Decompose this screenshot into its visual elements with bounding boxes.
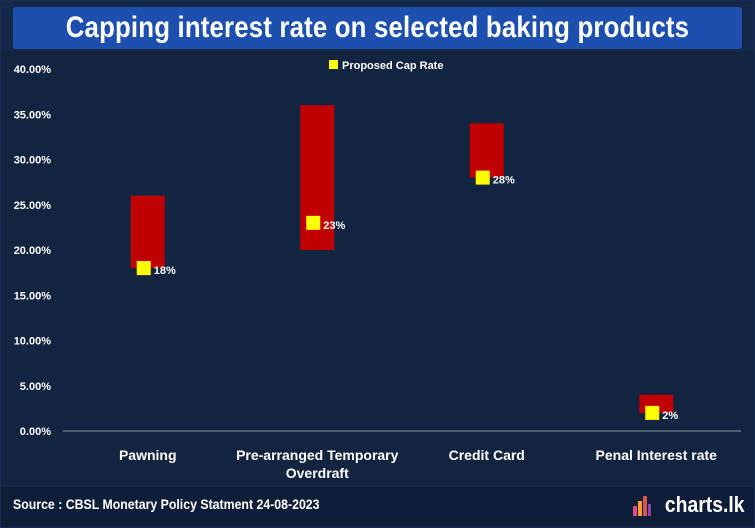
data-label: 2%	[662, 410, 678, 422]
y-tick-label: 25.00%	[14, 200, 52, 212]
x-tick-label: Pawning	[119, 447, 177, 463]
y-axis-ticks: 0.00% 5.00% 10.00% 15.00% 20.00% 25.00% 30.00%…	[14, 64, 52, 438]
x-tick-label: Pre-arranged Temporary Overdraft	[236, 447, 399, 481]
chart-svg: 0.00% 5.00% 10.00% 15.00% 20.00% 25.00% 30.00%…	[14, 60, 741, 481]
cap-marker	[645, 405, 660, 420]
x-axis-labels: Pawning Pre-arranged Temporary Overdraft Cr…	[119, 447, 717, 481]
legend-swatch	[329, 60, 338, 69]
legend-label: Proposed Cap Rate	[342, 60, 443, 72]
y-tick-label: 0.00%	[20, 426, 51, 438]
cap-markers: 18% 23% 28% 2%	[136, 170, 678, 422]
title-bar: Capping interest rate on selected baking…	[13, 7, 742, 49]
plot-area: 0.00% 5.00% 10.00% 15.00% 20.00% 25.00% 30.00%…	[1, 51, 754, 485]
cap-marker	[475, 170, 490, 185]
y-tick-label: 40.00%	[14, 64, 52, 76]
brand-logo: charts.lk	[632, 492, 744, 518]
chart-title: Capping interest rate on selected baking…	[65, 11, 690, 44]
cap-marker	[306, 215, 321, 230]
x-tick-label: Penal Interest rate	[596, 447, 718, 463]
data-label: 28%	[493, 175, 515, 187]
data-label: 23%	[323, 220, 345, 232]
source-note: Source : CBSL Monetary Policy Statment 2…	[13, 496, 320, 512]
legend: Proposed Cap Rate	[329, 60, 443, 72]
bar-chart-icon	[632, 496, 651, 516]
cap-marker	[136, 261, 151, 276]
range-bar	[130, 195, 165, 269]
data-label: 18%	[154, 265, 176, 277]
footer: Source : CBSL Monetary Policy Statment 2…	[1, 487, 754, 527]
y-tick-label: 15.00%	[14, 290, 52, 302]
x-tick-label: Credit Card	[449, 447, 525, 463]
range-bar	[469, 123, 504, 178]
y-tick-label: 30.00%	[14, 155, 52, 167]
range-bars	[130, 105, 674, 413]
y-tick-label: 35.00%	[14, 109, 52, 121]
logo-text: charts.lk	[664, 492, 744, 517]
y-tick-label: 5.00%	[20, 381, 51, 393]
y-tick-label: 20.00%	[14, 245, 52, 257]
y-tick-label: 10.00%	[14, 336, 52, 348]
